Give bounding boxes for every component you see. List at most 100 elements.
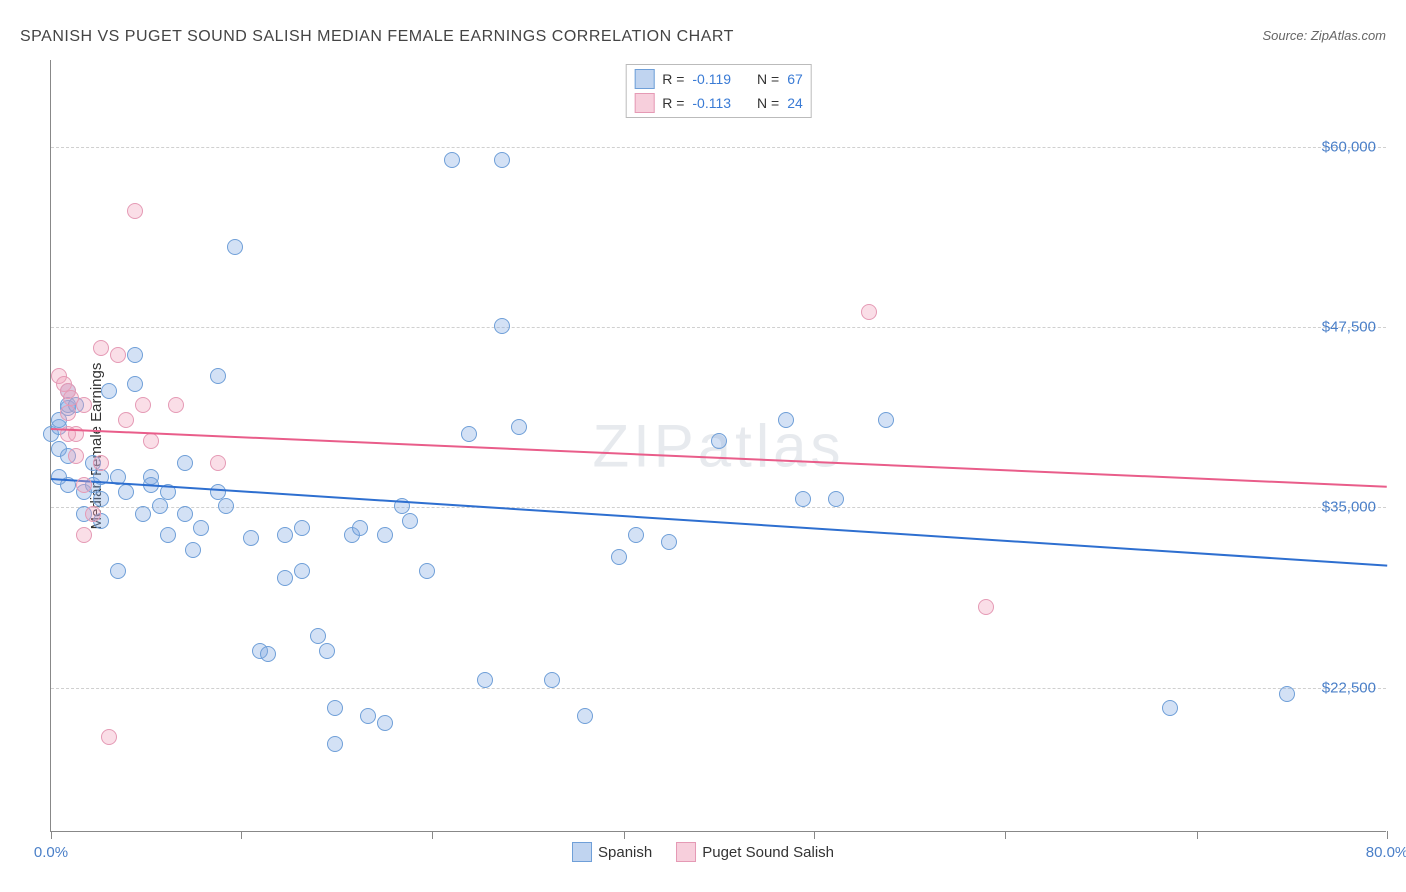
legend-item: Puget Sound Salish [676, 842, 834, 862]
data-point [185, 542, 201, 558]
data-point [319, 643, 335, 659]
data-point [76, 397, 92, 413]
y-tick-label: $47,500 [1322, 318, 1376, 335]
data-point [494, 152, 510, 168]
data-point [1279, 686, 1295, 702]
data-point [143, 433, 159, 449]
data-point [76, 527, 92, 543]
data-point [243, 530, 259, 546]
series-legend: Spanish Puget Sound Salish [572, 842, 834, 862]
x-tick [432, 831, 433, 839]
data-point [127, 347, 143, 363]
data-point [402, 513, 418, 529]
data-point [511, 419, 527, 435]
legend-swatch [634, 69, 654, 89]
legend-item: Spanish [572, 842, 652, 862]
x-tick [1005, 831, 1006, 839]
x-tick-label: 0.0% [34, 844, 68, 861]
data-point [352, 520, 368, 536]
data-point [160, 527, 176, 543]
x-tick [241, 831, 242, 839]
legend-swatch [676, 842, 696, 862]
data-point [260, 646, 276, 662]
r-label: R = [662, 71, 684, 87]
data-point [294, 563, 310, 579]
y-tick-label: $35,000 [1322, 499, 1376, 516]
data-point [118, 412, 134, 428]
data-point [494, 318, 510, 334]
data-point [93, 491, 109, 507]
legend-label: Puget Sound Salish [702, 844, 834, 861]
y-tick-label: $22,500 [1322, 679, 1376, 696]
y-tick-label: $60,000 [1322, 138, 1376, 155]
data-point [227, 239, 243, 255]
data-point [85, 506, 101, 522]
gridline [51, 507, 1386, 508]
r-label: R = [662, 95, 684, 111]
data-point [277, 570, 293, 586]
data-point [110, 563, 126, 579]
data-point [577, 708, 593, 724]
data-point [419, 563, 435, 579]
data-point [327, 700, 343, 716]
data-point [477, 672, 493, 688]
data-point [168, 397, 184, 413]
data-point [878, 412, 894, 428]
x-tick [814, 831, 815, 839]
gridline [51, 688, 1386, 689]
scatter-chart: Median Female Earnings ZIPatlas R =-0.11… [50, 60, 1386, 832]
data-point [828, 491, 844, 507]
data-point [60, 405, 76, 421]
data-point [778, 412, 794, 428]
data-point [360, 708, 376, 724]
data-point [110, 347, 126, 363]
data-point [177, 506, 193, 522]
legend-label: Spanish [598, 844, 652, 861]
legend-swatch [572, 842, 592, 862]
x-tick-label: 80.0% [1366, 844, 1406, 861]
data-point [135, 397, 151, 413]
legend-row: R = -0.113 N = 24 [634, 91, 803, 115]
n-value: 67 [787, 71, 803, 87]
data-point [611, 549, 627, 565]
r-value: -0.119 [692, 71, 731, 87]
gridline [51, 327, 1386, 328]
n-label: N = [757, 71, 779, 87]
x-tick [624, 831, 625, 839]
data-point [101, 383, 117, 399]
data-point [93, 340, 109, 356]
data-point [68, 448, 84, 464]
data-point [210, 368, 226, 384]
data-point [377, 715, 393, 731]
data-point [152, 498, 168, 514]
source-attribution: Source: ZipAtlas.com [1262, 28, 1386, 43]
legend-swatch [634, 93, 654, 113]
data-point [127, 203, 143, 219]
data-point [193, 520, 209, 536]
data-point [210, 455, 226, 471]
r-value: -0.113 [692, 95, 731, 111]
data-point [210, 484, 226, 500]
data-point [294, 520, 310, 536]
trend-line [51, 478, 1387, 567]
x-tick [1197, 831, 1198, 839]
x-tick [1387, 831, 1388, 839]
n-value: 24 [787, 95, 803, 111]
x-tick [51, 831, 52, 839]
data-point [711, 433, 727, 449]
n-label: N = [757, 95, 779, 111]
chart-title: SPANISH VS PUGET SOUND SALISH MEDIAN FEM… [20, 28, 734, 46]
data-point [544, 672, 560, 688]
data-point [377, 527, 393, 543]
correlation-legend: R = -0.119 N = 67 R = -0.113 N = 24 [625, 64, 812, 118]
data-point [628, 527, 644, 543]
data-point [1162, 700, 1178, 716]
data-point [327, 736, 343, 752]
data-point [93, 455, 109, 471]
data-point [101, 729, 117, 745]
data-point [177, 455, 193, 471]
data-point [310, 628, 326, 644]
data-point [277, 527, 293, 543]
data-point [861, 304, 877, 320]
data-point [118, 484, 134, 500]
